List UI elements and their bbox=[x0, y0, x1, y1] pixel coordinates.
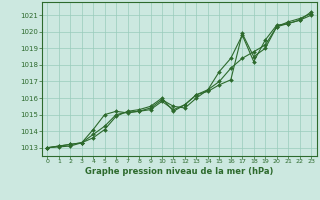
X-axis label: Graphe pression niveau de la mer (hPa): Graphe pression niveau de la mer (hPa) bbox=[85, 167, 273, 176]
